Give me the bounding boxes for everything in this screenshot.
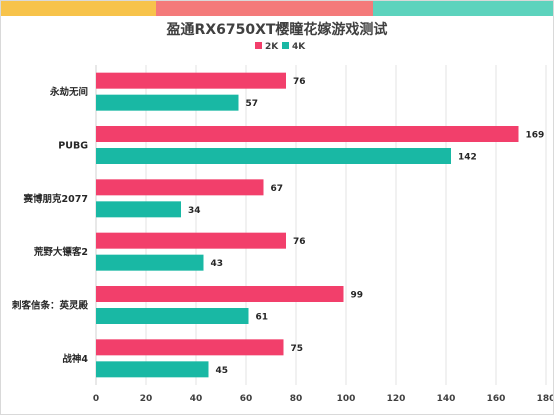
header-bar-red — [156, 1, 373, 16]
bar-value-label: 76 — [293, 77, 306, 87]
bar-value-label: 142 — [458, 153, 477, 163]
category-label: 战神4 — [62, 353, 88, 365]
bar-2k — [96, 232, 286, 249]
bar-2k — [96, 339, 284, 356]
bar-value-label: 57 — [246, 99, 259, 109]
bar-4k — [96, 361, 209, 378]
category-label: 荒野大镖客2 — [33, 246, 88, 258]
x-tick-label: 80 — [290, 394, 303, 404]
bar-4k — [96, 94, 239, 111]
bar-4k — [96, 201, 181, 218]
category-label: PUBG — [58, 141, 88, 152]
chart-title: 盈通RX6750XT樱瞳花嫁游戏测试 — [166, 21, 388, 38]
x-tick-label: 140 — [437, 394, 456, 404]
x-tick-label: 120 — [387, 394, 406, 404]
x-tick-label: 40 — [190, 394, 203, 404]
bar-value-label: 99 — [351, 291, 364, 301]
bar-value-label: 43 — [211, 259, 224, 269]
category-label: 永劫无间 — [49, 86, 88, 98]
bar-2k — [96, 179, 264, 196]
category-label: 刺客信条：英灵殿 — [11, 300, 89, 312]
category-label: 赛博朋克2077 — [23, 193, 88, 205]
bar-4k — [96, 148, 451, 164]
bar-2k — [96, 72, 286, 89]
x-tick-label: 60 — [240, 394, 253, 404]
bar-value-label: 45 — [216, 366, 229, 376]
header-bar-teal — [373, 1, 553, 16]
x-tick-label: 100 — [337, 394, 356, 404]
bar-value-label: 169 — [526, 131, 545, 141]
header-bar-yellow — [1, 1, 156, 16]
bar-2k — [96, 126, 519, 142]
bar-value-label: 76 — [293, 237, 306, 247]
bar-4k — [96, 254, 204, 271]
bar-value-label: 34 — [188, 206, 201, 216]
legend-swatch-2k — [255, 42, 262, 49]
chart-legend: 2K 4K — [255, 42, 306, 52]
bar-value-label: 61 — [256, 313, 269, 323]
bar-value-label: 67 — [271, 184, 284, 194]
x-tick-label: 180 — [537, 394, 553, 404]
legend-label-4k: 4K — [292, 42, 306, 52]
legend-label-2k: 2K — [265, 42, 279, 52]
bar-2k — [96, 286, 344, 302]
header-color-bar — [1, 1, 553, 16]
legend-swatch-4k — [282, 42, 289, 49]
x-tick-label: 20 — [140, 394, 153, 404]
bar-4k — [96, 308, 249, 324]
x-tick-label: 0 — [93, 394, 99, 404]
bar-value-label: 75 — [291, 344, 304, 354]
x-tick-label: 160 — [487, 394, 506, 404]
